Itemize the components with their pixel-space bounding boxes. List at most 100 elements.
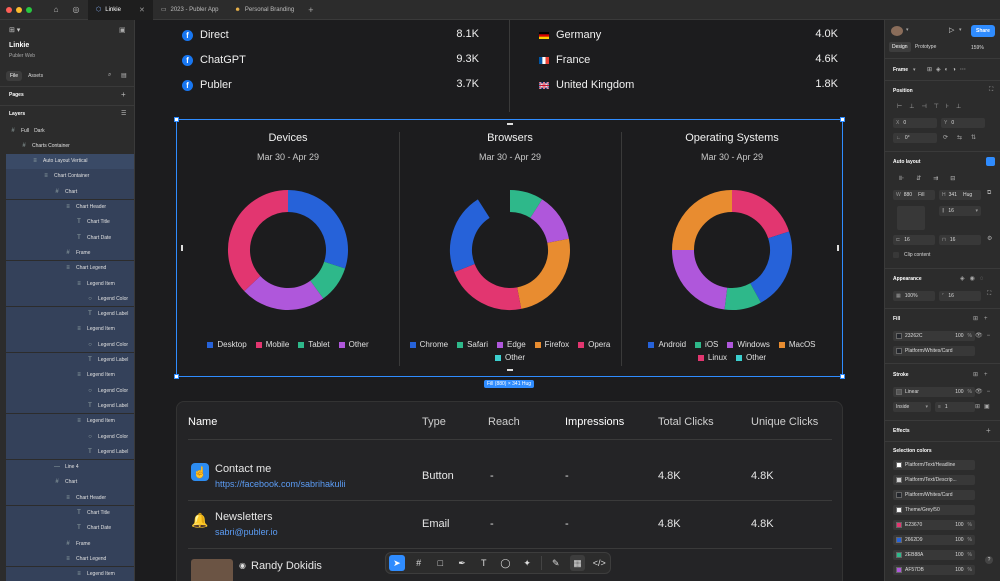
close-window-button[interactable] [6,6,12,13]
col-header-unique-clicks[interactable]: Unique Clicks [751,416,819,428]
appearance-icons[interactable]: ◈◉◌ [960,276,989,282]
layer-row[interactable]: # Full Dark [6,123,134,138]
direction-icons[interactable]: ⊪⇵⇉⊟ [899,176,968,182]
col-header-impressions[interactable]: Impressions [565,416,625,428]
rotation-field[interactable]: ∟ 0° [893,133,937,143]
chevron-down-icon[interactable]: ▾ [906,27,909,33]
present-icon[interactable]: ▷ [949,27,955,34]
layer-row[interactable]: ≡ Chart Legend [6,551,134,567]
search-icon[interactable]: ⌕ [108,72,112,78]
tab-publer-app[interactable]: ▭ 2023 - Publer App [160,6,219,14]
stroke-settings-icons[interactable]: ⊞▣ [975,404,994,410]
layer-row[interactable]: ○ Legend Color [6,429,134,444]
maximize-window-button[interactable] [26,6,32,13]
layer-row[interactable]: T Legend Label [6,352,134,368]
auto-layout-toggle[interactable] [986,157,995,166]
row-link[interactable]: sabri@publer.io [215,527,278,537]
actions-tool-icon[interactable]: ✦ [523,557,531,568]
padding-handle[interactable] [181,245,183,251]
design-mode-icon[interactable]: ▦ [569,555,586,571]
layer-row[interactable]: ≡ Auto Layout Vertical [6,153,134,169]
layer-row[interactable]: — Line 4 [6,459,134,475]
draw-mode-icon[interactable]: ✎ [551,557,560,568]
stroke-actions-icons[interactable]: ⊞+ [973,372,994,378]
col-header-total-clicks[interactable]: Total Clicks [658,416,714,428]
frame-tool-icon[interactable]: # [416,558,422,568]
component-icons[interactable]: ⊞◈◐◑⋯ [927,67,970,73]
fill-visibility-icons[interactable]: 👁− [975,333,995,339]
stroke-visibility-icons[interactable]: 👁− [975,389,995,395]
chevron-down-icon[interactable]: ▾ [959,27,962,33]
community-icon[interactable]: ◎ [72,5,80,14]
add-page-icon[interactable]: + [121,90,126,99]
resize-handle[interactable] [840,374,845,379]
align-icons[interactable]: ⊢⊥⊣⊤⊦⊥ [897,104,969,110]
home-icon[interactable]: ⌂ [53,5,59,14]
selection-color-item[interactable]: Platform/Text/Descrip... [893,475,975,485]
vertical-padding-field[interactable]: ⊓ 16 [939,235,981,245]
layer-row[interactable]: ≡ Chart Legend [6,260,134,276]
comment-tool-icon[interactable]: ◯ [500,557,511,568]
padding-handle[interactable] [507,369,513,371]
shape-tool-icon[interactable]: □ [437,558,444,568]
layer-row[interactable]: # Chart [6,474,134,490]
chevron-down-icon[interactable]: ▾ [913,67,916,73]
row-link[interactable]: https://facebook.com/sabrihakulii [215,479,346,489]
layer-row[interactable]: T Legend Label [6,398,134,414]
layer-row[interactable]: T Legend Label [6,444,134,460]
col-header-type[interactable]: Type [422,416,446,428]
share-button[interactable]: Share [971,25,995,37]
opacity-field[interactable]: ▦ 100% [893,291,935,301]
clip-content-checkbox[interactable] [893,252,899,258]
dev-mode-icon[interactable]: </> [592,558,606,568]
layer-row[interactable]: # Charts Container [6,138,134,153]
text-tool-icon[interactable]: T [480,558,487,568]
layer-row[interactable]: T Chart Title [6,214,134,230]
pen-tool-icon[interactable]: ✒ [458,557,466,568]
tab-assets[interactable]: Assets [28,73,44,79]
project-title[interactable]: Linkie [9,42,30,49]
stroke-weight-field[interactable]: ≡ 1 [935,402,975,412]
layer-row[interactable]: ≡ Chart Header [6,199,134,215]
tab-design[interactable]: Design [889,42,911,52]
col-header-name[interactable]: Name [188,416,218,428]
layer-row[interactable]: T Chart Date [6,520,134,536]
constraints-icon[interactable]: ⛶ [989,87,994,93]
collapse-layers-icon[interactable]: ☰ [121,111,127,117]
fill-actions-icons[interactable]: ⊞+ [973,316,994,322]
layer-row[interactable]: ≡ Legend Item [6,367,134,383]
layer-row[interactable]: # Frame [6,245,134,261]
selection-color-item[interactable]: AF57DB 100% [893,565,975,575]
width-field[interactable]: W 880 Fill [893,190,935,200]
stroke-color-field[interactable]: Linear 100% [893,387,975,397]
resize-handle[interactable] [840,117,845,122]
layer-row[interactable]: ≡ Legend Item [6,276,134,291]
stroke-position-select[interactable]: Inside ▾ [893,402,931,412]
layer-row[interactable]: T Legend Label [6,306,134,322]
corners-icon[interactable]: ⛶ [987,291,992,297]
gap-field[interactable]: ⫼ 16 ▾ [939,206,981,216]
add-effect-icon[interactable]: + [986,426,991,435]
constrain-proportions-icon[interactable]: ⧉ [987,190,992,196]
layer-row[interactable]: T Chart Date [6,230,134,246]
flip-icons[interactable]: ⟳⇆⇅ [943,135,986,141]
horizontal-padding-field[interactable]: ⊏ 16 [893,235,935,245]
frame-type-label[interactable]: Frame [893,67,909,73]
selection-color-item[interactable]: 2662D9 100% [893,535,975,545]
layer-row[interactable]: ≡ Chart Header [6,490,134,506]
selection-color-item[interactable]: 2EB88A 100% [893,550,975,560]
design-canvas[interactable]: f Direct 8.1K f ChatGPT 9.3K f Publer 3.7K Germa… [135,20,884,581]
toggle-sidebar-icon[interactable]: ▣ [119,27,126,34]
fill-style-field[interactable]: Platform/Whites/Card [893,346,975,356]
library-icon[interactable]: ▤ [121,73,127,79]
layer-row[interactable]: T Chart Title [6,505,134,521]
col-header-reach[interactable]: Reach [488,416,520,428]
resize-handle[interactable] [174,374,179,379]
tab-linkie[interactable]: ⬡ Linkie ✕ [88,0,153,20]
selection-color-item[interactable]: Platform/Whites/Card [893,490,975,500]
move-tool-icon[interactable]: ➤ [389,555,405,571]
selection-color-item[interactable]: Platform/Text/Headline [893,460,975,470]
padding-handle[interactable] [837,245,839,251]
